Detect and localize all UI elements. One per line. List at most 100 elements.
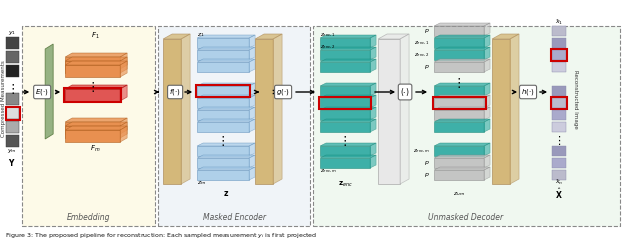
Polygon shape (249, 95, 255, 108)
Bar (320, 38, 370, 48)
Polygon shape (273, 34, 282, 184)
Bar (433, 97, 486, 109)
Text: $z_{enc,2}$: $z_{enc,2}$ (414, 51, 430, 59)
Polygon shape (434, 35, 490, 38)
Text: $h(\cdot)$: $h(\cdot)$ (521, 87, 535, 97)
Text: $\hat{x}_n$: $\hat{x}_n$ (555, 177, 563, 187)
Polygon shape (370, 47, 376, 60)
Bar (6, 93, 19, 105)
Bar (65, 57, 120, 69)
Polygon shape (249, 107, 255, 120)
Polygon shape (320, 35, 376, 38)
Bar (434, 122, 484, 132)
Bar (378, 39, 400, 184)
Bar (158, 26, 310, 226)
Text: Reconstructed Image: Reconstructed Image (573, 70, 577, 128)
Polygon shape (434, 95, 490, 98)
Text: $z_{um}$: $z_{um}$ (453, 190, 465, 198)
Polygon shape (434, 83, 490, 86)
Polygon shape (249, 143, 255, 156)
Text: $z_{enc,m}$: $z_{enc,m}$ (413, 147, 430, 155)
Text: $z_{enc,2}$: $z_{enc,2}$ (320, 43, 336, 51)
Text: $F_m$: $F_m$ (90, 144, 100, 154)
Text: $\hat{\mathbf{X}}$: $\hat{\mathbf{X}}$ (555, 187, 563, 201)
Bar (6, 37, 19, 49)
Text: $z_1$: $z_1$ (197, 31, 205, 39)
Polygon shape (320, 107, 376, 110)
Polygon shape (484, 83, 490, 96)
Text: $f(\cdot)$: $f(\cdot)$ (170, 87, 181, 97)
Polygon shape (120, 53, 127, 69)
Polygon shape (197, 95, 255, 98)
Bar (6, 107, 19, 119)
Polygon shape (197, 47, 255, 50)
Polygon shape (65, 126, 127, 130)
Polygon shape (65, 53, 127, 57)
Text: $p$: $p$ (424, 27, 430, 35)
Bar (65, 89, 120, 101)
Polygon shape (197, 107, 255, 110)
Text: $z_{enc,m}$: $z_{enc,m}$ (320, 167, 337, 175)
Polygon shape (320, 59, 376, 62)
Polygon shape (484, 143, 490, 156)
Text: $\mathbf{Y}$: $\mathbf{Y}$ (8, 156, 16, 167)
Bar (65, 122, 120, 134)
Bar (6, 135, 19, 147)
Polygon shape (197, 119, 255, 122)
Polygon shape (249, 119, 255, 132)
Bar (434, 158, 484, 168)
Polygon shape (163, 34, 190, 39)
Polygon shape (197, 35, 255, 38)
Polygon shape (320, 143, 376, 146)
Text: $E(\cdot)$: $E(\cdot)$ (35, 87, 49, 97)
Bar (320, 86, 370, 96)
Bar (434, 50, 484, 60)
Polygon shape (370, 83, 376, 96)
Bar (552, 50, 566, 60)
Bar (320, 122, 370, 132)
Text: ⋮: ⋮ (452, 78, 465, 91)
Polygon shape (197, 167, 255, 170)
Text: $\hat{x}_1$: $\hat{x}_1$ (555, 17, 563, 27)
Bar (197, 146, 249, 156)
Bar (6, 51, 19, 63)
Bar (434, 38, 484, 48)
Bar (255, 39, 273, 184)
Text: $g(\cdot)$: $g(\cdot)$ (276, 87, 290, 97)
Bar (552, 158, 566, 168)
Polygon shape (249, 35, 255, 48)
Bar (6, 121, 19, 133)
Bar (551, 97, 567, 109)
Bar (552, 110, 566, 120)
Polygon shape (197, 155, 255, 158)
Polygon shape (370, 155, 376, 168)
Bar (22, 26, 155, 226)
Polygon shape (197, 143, 255, 146)
Text: $p$: $p$ (424, 63, 430, 71)
Text: ⋮: ⋮ (86, 81, 99, 93)
Text: $p$: $p$ (424, 159, 430, 167)
Bar (197, 38, 249, 48)
Text: ⋮: ⋮ (339, 134, 351, 148)
Bar (319, 97, 371, 109)
Polygon shape (45, 44, 53, 139)
Polygon shape (434, 167, 490, 170)
Polygon shape (197, 59, 255, 62)
Bar (552, 38, 566, 48)
Polygon shape (65, 122, 127, 126)
Bar (6, 107, 20, 120)
Polygon shape (370, 59, 376, 72)
Text: Masked Encoder: Masked Encoder (203, 213, 266, 222)
Polygon shape (484, 35, 490, 48)
Bar (163, 39, 181, 184)
Bar (434, 146, 484, 156)
Bar (65, 130, 120, 142)
Polygon shape (197, 83, 255, 86)
Polygon shape (320, 47, 376, 50)
Bar (320, 98, 370, 108)
Bar (320, 110, 370, 120)
Polygon shape (320, 83, 376, 86)
Polygon shape (65, 57, 127, 61)
Polygon shape (120, 126, 127, 142)
Polygon shape (400, 34, 409, 184)
